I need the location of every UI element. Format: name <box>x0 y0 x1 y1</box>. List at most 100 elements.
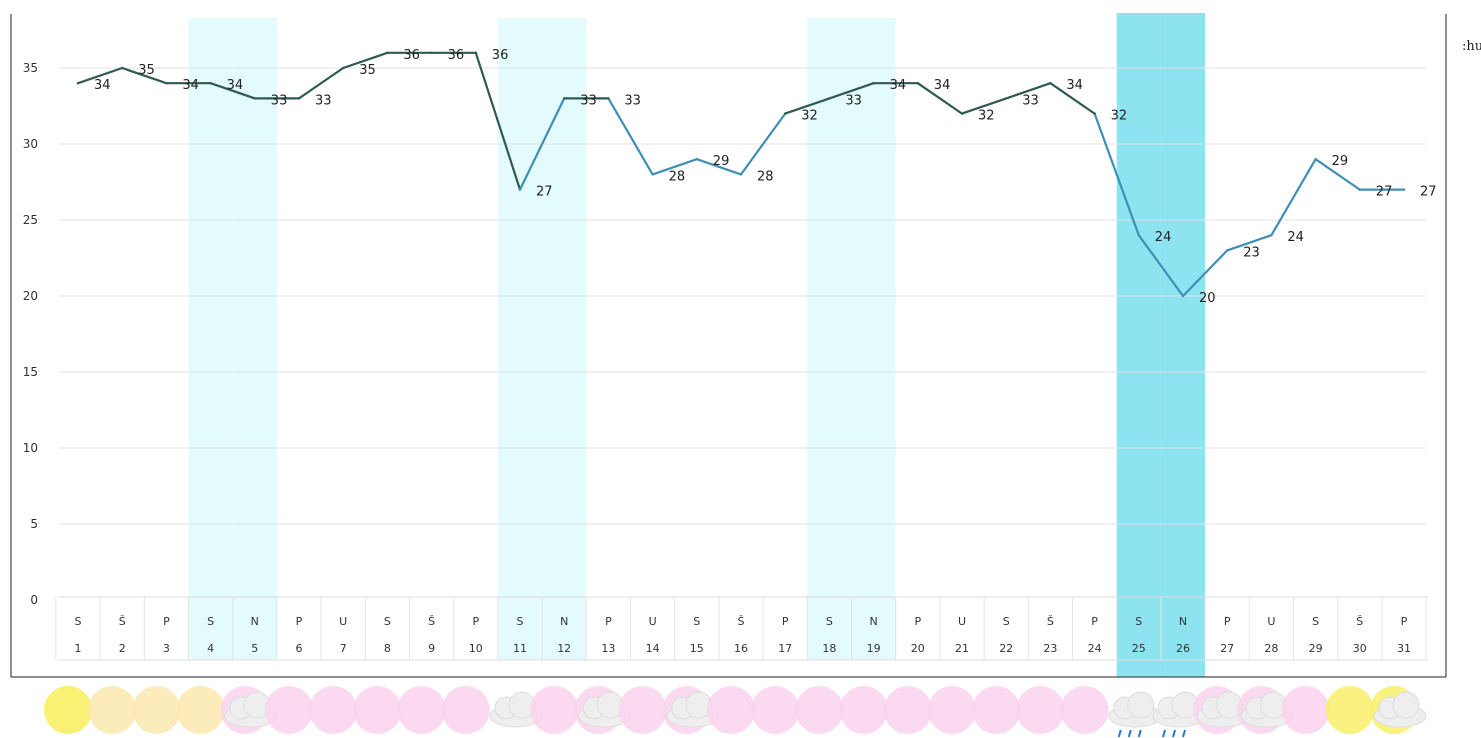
data-point <box>1314 158 1317 161</box>
data-point <box>960 112 964 115</box>
sun-disc <box>707 686 755 734</box>
line-segment <box>342 51 389 70</box>
rain-drop <box>1182 729 1186 738</box>
date-label: 5 <box>251 642 258 655</box>
data-label: 27 <box>536 185 553 200</box>
day-letter: P <box>472 615 479 628</box>
y-axis: 0 5 10 15 20 25 30 35 <box>23 61 38 607</box>
cloud-puff <box>1392 691 1420 719</box>
sun-disc <box>839 686 888 734</box>
sun-disc <box>88 686 137 734</box>
sun-icon <box>751 686 800 734</box>
day-letter: P <box>782 615 789 628</box>
line-segment <box>76 66 124 85</box>
data-label: 34 <box>227 78 244 93</box>
sun-disc <box>176 686 225 734</box>
sun-disc <box>265 686 313 734</box>
data-label: 32 <box>1111 109 1128 124</box>
line-segment <box>474 51 522 191</box>
data-label: 36 <box>403 48 420 63</box>
date-label: 27 <box>1220 642 1234 655</box>
data-label: 34 <box>934 78 951 93</box>
date-label: 31 <box>1397 642 1411 655</box>
date-label: 4 <box>207 642 214 655</box>
line-segment <box>518 97 566 191</box>
date-label: 12 <box>557 642 571 655</box>
data-label: 35 <box>359 63 376 78</box>
date-label: 15 <box>690 642 704 655</box>
sun-cloud-icon <box>1193 686 1250 734</box>
sun-icon <box>309 686 358 734</box>
line-segment <box>1270 158 1317 237</box>
sun-icon <box>353 686 402 734</box>
data-point <box>518 188 522 191</box>
cloud-rain-icon <box>1108 691 1162 738</box>
date-label: 3 <box>163 642 170 655</box>
data-point <box>739 173 743 176</box>
data-label: 28 <box>669 169 686 184</box>
day-letter: U <box>649 615 657 628</box>
line-segment <box>1137 234 1185 298</box>
sun-icon <box>397 686 446 734</box>
date-label: 16 <box>734 642 748 655</box>
date-label: 28 <box>1264 642 1278 655</box>
data-label: 35 <box>138 63 155 78</box>
data-point <box>872 82 875 85</box>
y-tick-label: 10 <box>23 441 38 455</box>
data-labels: 34 35 34 34 33 33 35 36 36 36 27 33 33 28 29 28 32 33 34 34… <box>94 48 1437 306</box>
data-point <box>1358 188 1362 191</box>
day-letter: Š <box>1356 615 1363 628</box>
sun-icon <box>883 686 932 734</box>
sun-disc <box>1016 686 1065 734</box>
y-tick-label: 0 <box>30 593 38 607</box>
data-point <box>209 82 212 85</box>
line-segment <box>121 66 168 85</box>
day-letter: S <box>1003 615 1010 628</box>
y-tick-label: 30 <box>23 137 38 151</box>
data-label: 24 <box>1155 230 1172 245</box>
day-letter: Š <box>119 615 126 628</box>
sun-icon <box>44 686 92 734</box>
day-letter: Š <box>738 615 745 628</box>
date-label: 20 <box>911 642 925 655</box>
sun-disc <box>751 686 800 734</box>
line-segment <box>297 66 345 100</box>
line-segment <box>1181 249 1229 298</box>
weekend-highlight-bands <box>188 13 1206 677</box>
sun-disc <box>309 686 358 734</box>
sun-icon <box>265 686 313 734</box>
day-letter: P <box>1224 615 1231 628</box>
data-point <box>386 51 389 54</box>
rain-drop <box>1127 729 1132 738</box>
sun-icon <box>1281 686 1330 734</box>
data-label: 34 <box>1066 78 1083 93</box>
sun-disc <box>972 686 1021 734</box>
sun-disc <box>883 686 932 734</box>
sun-cloud-icon <box>1237 686 1294 734</box>
day-letter: S <box>826 615 833 628</box>
day-letter: S <box>75 615 82 628</box>
sun-icon <box>839 686 888 734</box>
day-letter: N <box>560 615 568 628</box>
date-label: 8 <box>384 642 391 655</box>
line-segment <box>784 97 831 115</box>
date-label: 7 <box>340 642 347 655</box>
day-letter: N <box>869 615 877 628</box>
line-segment <box>1005 82 1052 100</box>
sun-icon <box>530 686 579 734</box>
date-label: 30 <box>1353 642 1367 655</box>
sun-icon <box>88 686 137 734</box>
data-point <box>784 112 787 115</box>
y-tick-label: 35 <box>23 61 38 75</box>
data-point <box>121 66 124 70</box>
sun-icon <box>441 686 490 734</box>
highlight-band-day-19 <box>851 18 896 660</box>
sun-disc <box>44 686 92 734</box>
day-letter: S <box>1135 615 1142 628</box>
line-segment <box>209 82 256 100</box>
sun-disc <box>1325 686 1374 734</box>
sun-cloud-icon <box>662 686 720 734</box>
line-segment <box>695 158 743 176</box>
rain-drop <box>1137 729 1142 738</box>
